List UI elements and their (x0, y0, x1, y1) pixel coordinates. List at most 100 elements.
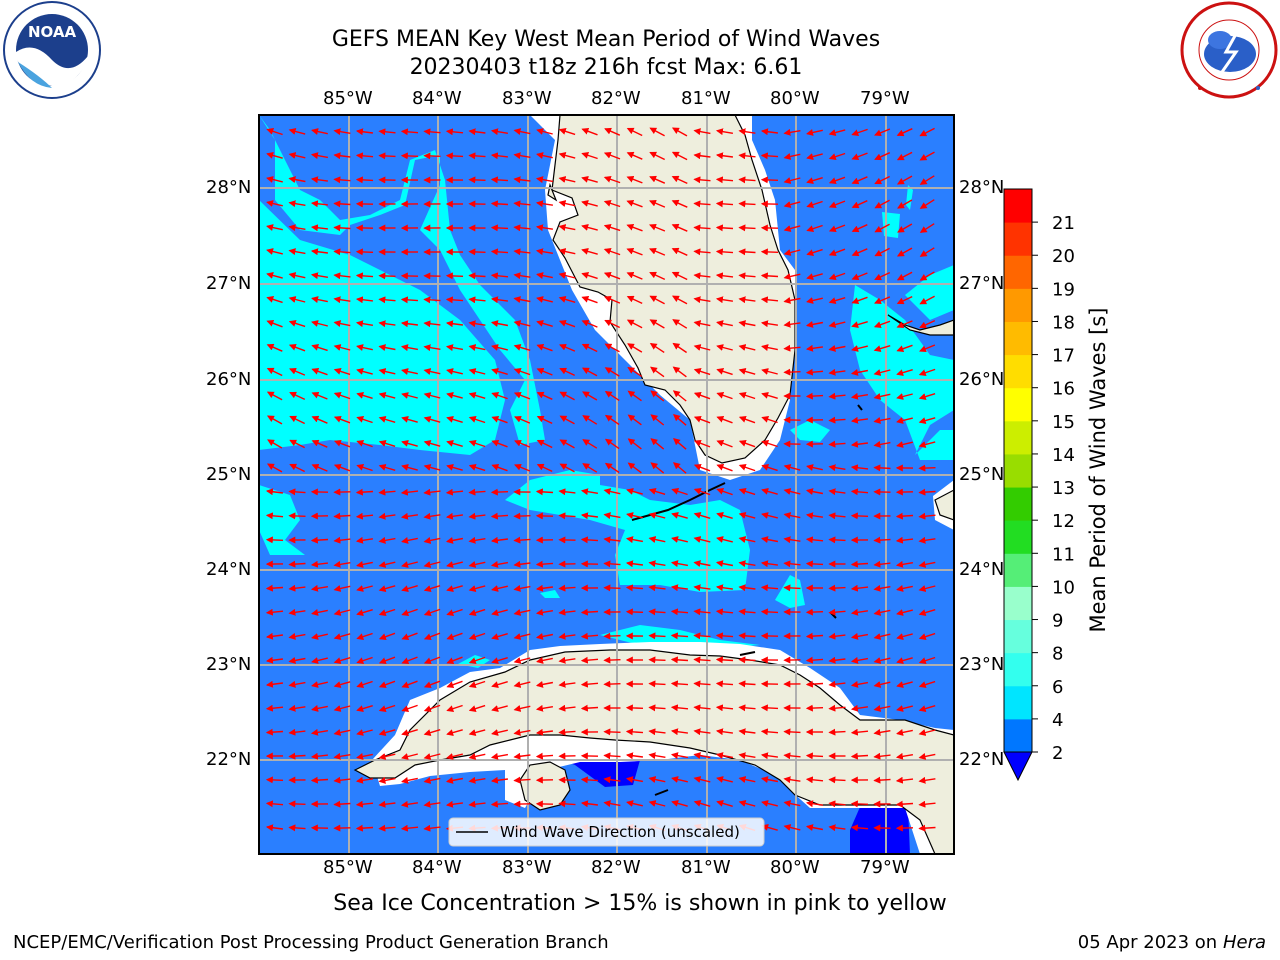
wind-wave-arrow (604, 462, 620, 474)
wind-wave-arrow (850, 656, 869, 664)
wind-wave-arrow (400, 488, 419, 496)
wind-wave-arrow (716, 800, 733, 807)
wind-wave-arrow (580, 488, 599, 496)
wind-wave-arrow (356, 705, 373, 712)
lon-label: 82°W (591, 88, 641, 109)
wind-wave-arrow (333, 512, 351, 520)
wind-wave-arrow (738, 176, 756, 184)
wind-wave-arrow (378, 416, 396, 423)
wind-wave-arrow (693, 224, 711, 232)
colorbar-segment (1004, 420, 1032, 455)
wind-wave-arrow (715, 656, 734, 664)
wind-wave-arrow (513, 560, 531, 568)
wind-wave-arrow (468, 656, 486, 665)
wind-wave-arrow (761, 824, 778, 831)
wind-wave-arrow (378, 776, 396, 784)
wind-wave-arrow (355, 512, 374, 520)
wind-wave-arrow (828, 392, 846, 400)
wind-wave-arrow (536, 463, 553, 473)
wind-wave-arrow (715, 272, 734, 280)
wind-wave-arrow (649, 199, 666, 208)
wind-wave-arrow (897, 223, 913, 233)
wind-wave-arrow (288, 560, 306, 568)
colorbar-tick-label: 8 (1052, 644, 1063, 665)
wind-wave-arrow (581, 272, 598, 280)
wind-wave-arrow (333, 752, 351, 760)
wind-wave-arrow (693, 560, 711, 568)
lon-label: 80°W (770, 857, 820, 878)
wind-wave-arrow (627, 414, 642, 426)
wind-wave-arrow (851, 176, 868, 185)
colorbar-segment (1004, 321, 1032, 356)
wind-wave-arrow (874, 128, 891, 137)
wind-wave-arrow (919, 271, 935, 281)
wind-wave-arrow (311, 320, 328, 327)
wind-wave-arrow (535, 608, 554, 616)
wind-wave-arrow (828, 368, 846, 376)
wind-wave-arrow (378, 608, 396, 617)
wind-wave-arrow (761, 512, 778, 519)
wind-wave-arrow (423, 512, 441, 520)
wind-wave-arrow (738, 608, 756, 616)
wind-wave-arrow (378, 753, 396, 760)
wind-wave-arrow (649, 175, 666, 184)
colorbar-tick-label: 2 (1052, 743, 1063, 764)
wind-wave-arrow (671, 512, 688, 519)
wind-wave-arrow (670, 656, 689, 664)
wind-wave-arrow (355, 776, 374, 784)
wind-wave-arrow (266, 272, 283, 279)
wind-wave-arrow (288, 800, 306, 808)
wind-wave-arrow (423, 344, 441, 352)
lon-label: 85°W (323, 88, 373, 109)
wind-wave-arrow (918, 368, 936, 377)
wind-wave-arrow (625, 560, 643, 568)
lon-label: 81°W (681, 857, 731, 878)
producer-credit: NCEP/EMC/Verification Post Processing Pr… (13, 932, 609, 953)
wind-wave-arrow (673, 438, 687, 450)
wind-wave-arrow (310, 536, 329, 544)
wind-wave-arrow (693, 487, 711, 496)
wind-wave-arrow (491, 344, 508, 351)
wind-wave-arrow (581, 367, 598, 377)
wind-wave-arrow (513, 296, 531, 304)
wind-wave-arrow (896, 128, 913, 137)
wind-wave-arrow (355, 152, 374, 160)
lon-label: 85°W (323, 857, 373, 878)
wind-wave-arrow (671, 800, 688, 807)
wind-wave-arrow (310, 776, 329, 784)
wind-wave-arrow (468, 561, 486, 568)
wind-wave-arrow (918, 800, 936, 808)
colorbar-tick-label: 21 (1052, 213, 1075, 234)
wind-wave-arrow (468, 464, 486, 472)
lat-label: 23°N (206, 654, 252, 675)
wind-wave-arrow (648, 560, 666, 568)
wind-wave-arrow (603, 752, 621, 760)
lat-label: 22°N (206, 749, 252, 770)
wind-wave-arrow (603, 728, 621, 736)
wind-wave-arrow (918, 393, 936, 400)
wind-wave-arrow (693, 608, 711, 616)
wind-wave-arrow (625, 704, 644, 712)
wind-wave-arrow (604, 438, 620, 450)
wind-wave-arrow (468, 585, 486, 592)
wind-wave-arrow (333, 200, 351, 208)
wind-wave-arrow (558, 584, 576, 592)
wind-wave-arrow (265, 680, 283, 688)
lon-label: 82°W (591, 857, 641, 878)
wind-wave-arrow (806, 464, 823, 471)
wind-wave-arrow (625, 776, 644, 784)
wind-wave-arrow (266, 463, 283, 473)
wind-wave-arrow (851, 152, 868, 161)
wind-wave-arrow (355, 488, 374, 496)
wind-wave-arrow (558, 152, 576, 159)
wind-wave-arrow (401, 632, 418, 641)
lat-label: 26°N (206, 369, 252, 390)
wind-wave-arrow (850, 416, 868, 424)
colorbar-tick-label: 9 (1052, 611, 1063, 632)
wind-wave-arrow (288, 656, 306, 664)
wind-wave-arrow (783, 512, 801, 520)
wind-wave-arrow (288, 824, 306, 832)
wind-wave-arrow (828, 464, 846, 472)
lon-label: 80°W (770, 88, 820, 109)
wind-wave-arrow (919, 175, 935, 185)
